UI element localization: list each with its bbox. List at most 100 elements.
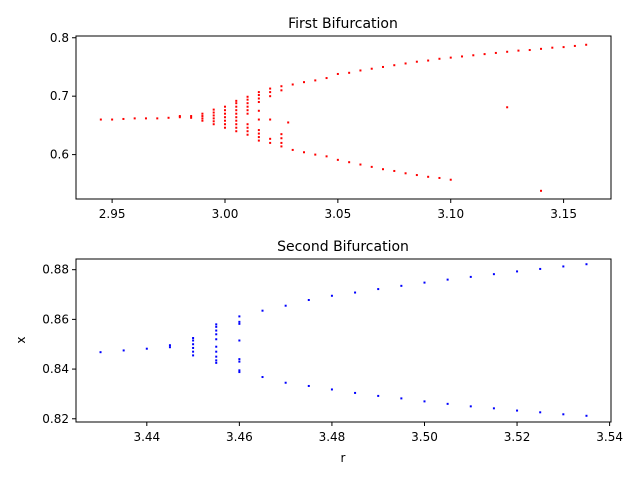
data-point bbox=[201, 112, 204, 115]
data-point bbox=[215, 338, 218, 341]
chart-title: Second Bifurcation bbox=[277, 239, 409, 255]
data-point bbox=[562, 413, 565, 416]
data-point bbox=[235, 112, 238, 115]
x-tick-label: 3.00 bbox=[212, 207, 239, 221]
data-point bbox=[539, 411, 542, 414]
x-tick-label: 3.46 bbox=[226, 430, 253, 444]
data-point bbox=[269, 137, 272, 140]
data-point bbox=[212, 114, 215, 117]
data-point bbox=[122, 117, 125, 120]
data-point bbox=[469, 275, 472, 278]
data-point bbox=[551, 46, 554, 49]
data-point bbox=[314, 79, 317, 82]
data-point bbox=[190, 116, 193, 119]
data-point bbox=[99, 351, 102, 354]
x-tick-label: 3.15 bbox=[550, 207, 577, 221]
data-point bbox=[235, 130, 238, 133]
data-point bbox=[178, 115, 181, 118]
x-tick-label: 3.05 bbox=[324, 207, 351, 221]
data-point bbox=[287, 121, 290, 124]
x-tick-label: 3.50 bbox=[411, 430, 438, 444]
data-point bbox=[257, 109, 260, 112]
data-point bbox=[370, 67, 373, 70]
data-point bbox=[516, 409, 519, 412]
data-point bbox=[269, 141, 272, 144]
data-point bbox=[415, 174, 418, 177]
y-tick-label: 0.82 bbox=[42, 412, 69, 426]
data-point bbox=[354, 391, 357, 394]
data-point bbox=[246, 123, 249, 126]
data-point bbox=[291, 148, 294, 151]
data-point bbox=[303, 81, 305, 84]
data-point bbox=[540, 47, 543, 50]
chart-second-bifurcation: Second Bifurcation 3.44 3.46 3.48 3.50 3.52 3… bbox=[14, 239, 623, 465]
data-point bbox=[377, 288, 380, 291]
data-point bbox=[472, 54, 475, 57]
data-point bbox=[280, 137, 283, 140]
data-point bbox=[307, 299, 310, 301]
data-point bbox=[517, 49, 520, 52]
data-point bbox=[303, 151, 305, 154]
data-point bbox=[246, 109, 249, 112]
data-point bbox=[423, 400, 426, 403]
data-point bbox=[246, 133, 249, 136]
data-point bbox=[585, 414, 588, 417]
data-point bbox=[246, 95, 249, 98]
data-point bbox=[257, 139, 260, 142]
y-tick-label: 0.86 bbox=[42, 312, 69, 326]
data-points bbox=[99, 263, 588, 417]
data-point bbox=[192, 339, 195, 342]
data-point bbox=[168, 346, 171, 349]
y-tick-label: 0.84 bbox=[42, 362, 69, 376]
data-point bbox=[280, 141, 283, 144]
data-point bbox=[540, 189, 543, 192]
data-point bbox=[348, 71, 351, 74]
data-point bbox=[257, 132, 260, 135]
data-point bbox=[393, 169, 396, 172]
data-point bbox=[192, 346, 195, 349]
data-point bbox=[382, 168, 384, 171]
data-point bbox=[257, 101, 260, 104]
data-point bbox=[492, 273, 495, 276]
data-point bbox=[393, 64, 396, 67]
data-point bbox=[257, 91, 260, 94]
data-point bbox=[348, 161, 351, 164]
data-point bbox=[336, 72, 339, 75]
data-point bbox=[201, 117, 204, 120]
data-point bbox=[246, 102, 249, 105]
data-point bbox=[111, 118, 114, 121]
data-point bbox=[223, 112, 226, 115]
data-point bbox=[257, 136, 260, 139]
data-point bbox=[359, 69, 362, 72]
data-point bbox=[168, 344, 171, 347]
data-point bbox=[562, 46, 565, 49]
data-point bbox=[325, 155, 328, 158]
x-tick-label: 3.44 bbox=[133, 430, 160, 444]
data-point bbox=[461, 55, 464, 58]
data-point bbox=[235, 99, 238, 102]
y-tick-label: 0.88 bbox=[42, 263, 69, 277]
x-axis-ticks: 3.44 3.46 3.48 3.50 3.52 3.54 bbox=[133, 422, 623, 444]
data-point bbox=[201, 119, 204, 122]
data-point bbox=[438, 176, 441, 179]
data-point bbox=[235, 119, 238, 122]
data-point bbox=[215, 323, 218, 326]
data-point bbox=[516, 270, 519, 273]
data-point bbox=[284, 381, 287, 384]
data-point bbox=[223, 119, 226, 122]
data-point bbox=[280, 89, 283, 92]
data-point bbox=[506, 50, 509, 53]
data-point bbox=[400, 284, 403, 287]
data-point bbox=[215, 345, 218, 348]
data-point bbox=[257, 97, 260, 100]
data-point bbox=[562, 265, 565, 268]
x-tick-label: 3.52 bbox=[504, 430, 531, 444]
data-point bbox=[492, 407, 495, 410]
data-point bbox=[215, 359, 218, 362]
data-point bbox=[215, 361, 218, 364]
data-point bbox=[156, 117, 159, 120]
data-point bbox=[133, 117, 136, 120]
data-point bbox=[382, 65, 384, 68]
data-point bbox=[223, 116, 226, 119]
